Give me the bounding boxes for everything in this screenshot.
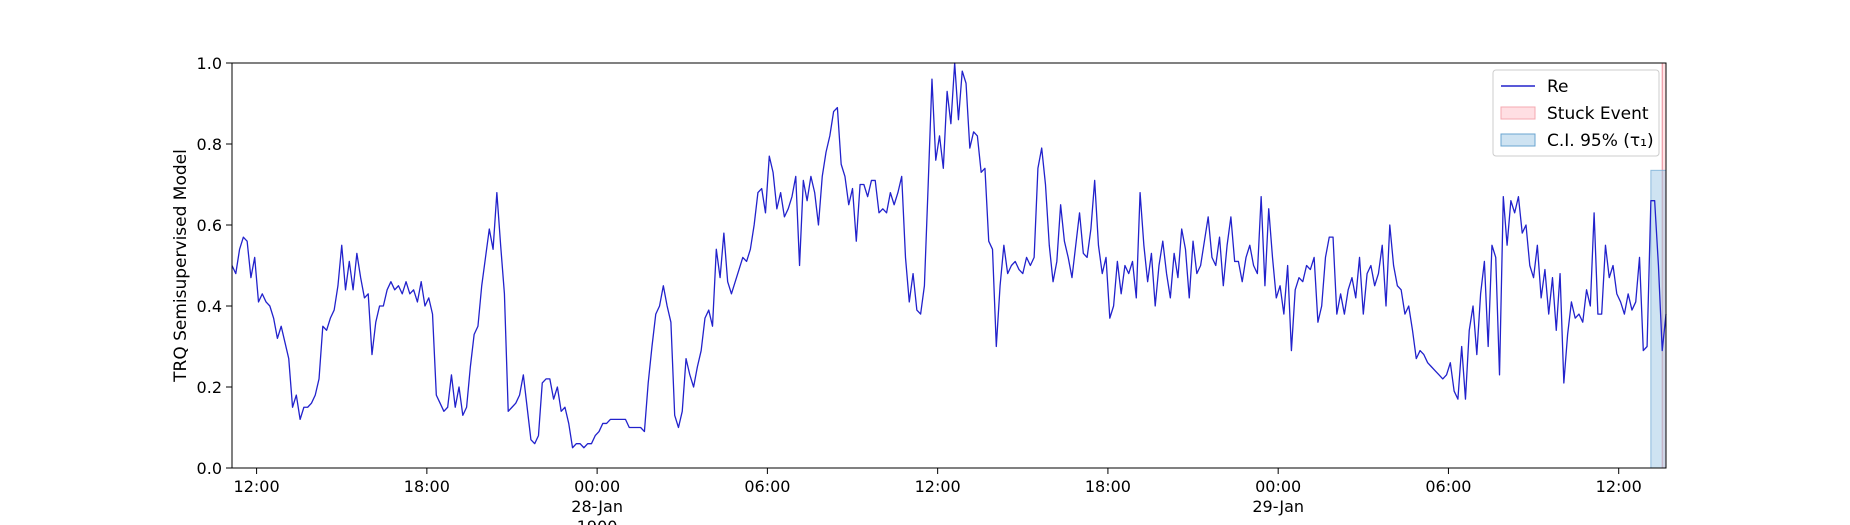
y-tick-label: 1.0 xyxy=(197,54,222,73)
x-tick-label: 06:00 xyxy=(744,477,790,496)
legend: Re Stuck Event C.I. 95% (τ₁) xyxy=(1492,69,1660,157)
y-tick-label: 0.8 xyxy=(197,135,222,154)
legend-label: Re xyxy=(1547,77,1569,97)
legend-swatch xyxy=(1500,106,1536,120)
y-axis-label: TRQ Semisupervised Model xyxy=(171,149,191,383)
x-tick-label: 12:00 xyxy=(915,477,961,496)
plot-frame xyxy=(231,62,1667,469)
x-tick-label: 00:00 xyxy=(574,477,620,496)
y-tick-label: 0.0 xyxy=(197,459,222,478)
y-tick-label: 0.6 xyxy=(197,216,222,235)
x-tick-sublabel: 1900 xyxy=(577,517,618,525)
x-tick-sublabel: 29-Jan xyxy=(1252,497,1304,516)
x-tick-label: 12:00 xyxy=(1596,477,1642,496)
x-tick-label: 18:00 xyxy=(1085,477,1131,496)
y-tick-label: 0.2 xyxy=(197,378,222,397)
legend-swatch xyxy=(1500,133,1536,147)
x-tick-sublabel: 28-Jan xyxy=(571,497,623,516)
x-tick-label: 06:00 xyxy=(1425,477,1471,496)
x-tick-label: 00:00 xyxy=(1255,477,1301,496)
x-tick-label: 12:00 xyxy=(234,477,280,496)
legend-label: C.I. 95% (τ₁) xyxy=(1547,131,1654,151)
series-line-re xyxy=(231,62,1667,449)
y-tick-label: 0.4 xyxy=(197,297,222,316)
x-axis: 12:0018:0000:0028-Jan190006:0012:0018:00… xyxy=(234,468,1642,525)
x-tick-label: 18:00 xyxy=(404,477,450,496)
band-1 xyxy=(1650,169,1667,469)
y-axis: 0.0 0.2 0.4 0.6 0.8 1.0 xyxy=(197,54,232,478)
legend-label: Stuck Event xyxy=(1547,104,1649,124)
